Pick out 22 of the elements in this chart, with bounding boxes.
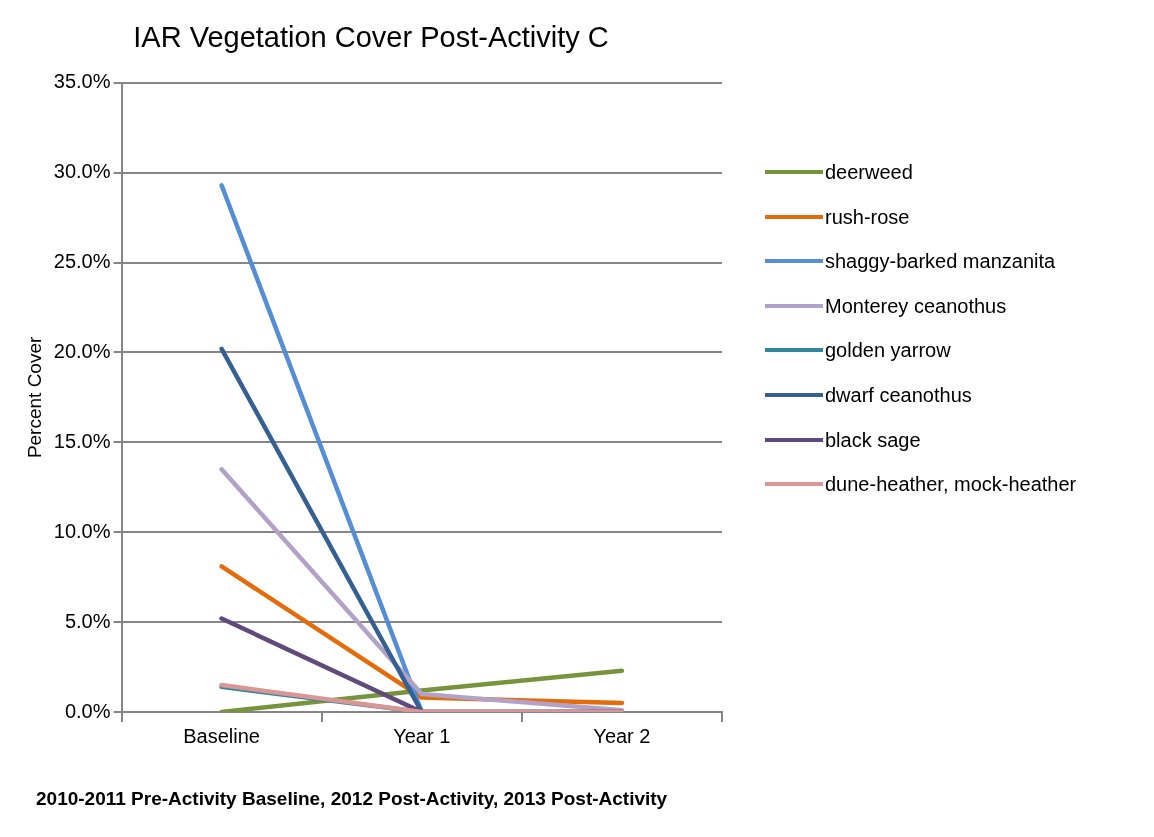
y-axis-title: Percent Cover [23, 336, 45, 459]
x-tick-label: Baseline [183, 724, 260, 747]
x-tick-label: Year 1 [393, 724, 451, 747]
y-tick-label: 25.0% [53, 250, 111, 273]
legend-label: rush-rose [825, 204, 910, 229]
y-tick-label: 35.0% [53, 70, 111, 93]
legend-label: dwarf ceanothus [825, 382, 972, 407]
legend-label: golden yarrow [825, 338, 951, 363]
y-tick-label: 30.0% [53, 160, 111, 183]
legend-label: black sage [825, 427, 921, 452]
legend-label: Monterey ceanothus [825, 293, 1007, 318]
legend-label: dune-heather, mock-heather [825, 472, 1077, 497]
x-tick-label: Year 2 [593, 724, 651, 747]
legend-label: shaggy-barked manzanita [825, 249, 1056, 274]
y-tick-label: 20.0% [53, 339, 111, 362]
y-tick-label: 15.0% [53, 429, 111, 452]
chart-title: IAR Vegetation Cover Post-Activity C [133, 21, 609, 54]
y-tick-label: 5.0% [64, 609, 111, 632]
legend-label: deerweed [825, 160, 913, 184]
y-tick-label: 10.0% [53, 519, 111, 542]
text: 2010-2011 Pre-Activity Baseline, 2012 Post-Activity, 2013 Post-Activity [36, 788, 668, 810]
y-tick-label: 0.0% [64, 699, 111, 722]
